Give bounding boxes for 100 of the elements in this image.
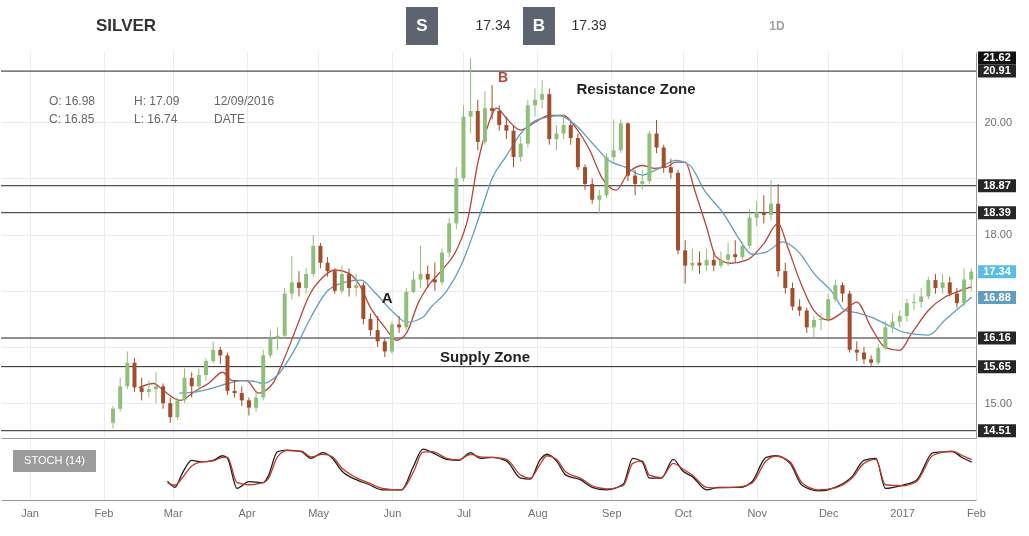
candlestick (919, 287, 924, 309)
chart-title: STOCH (14) (24, 454, 85, 466)
candlestick (883, 321, 888, 351)
candlestick (532, 88, 537, 118)
candlestick (697, 250, 702, 275)
annotation: 12/09/2016 (214, 94, 275, 108)
candlestick (268, 329, 273, 359)
annotation: Resistance Zone (576, 80, 696, 97)
candlestick (811, 315, 816, 340)
text: 17.34 (475, 17, 511, 33)
candlestick (504, 116, 509, 140)
candlestick (375, 315, 380, 348)
candlestick (125, 350, 130, 390)
candlestick (683, 239, 688, 284)
ref-line-label: 18.39 (983, 205, 1011, 218)
candlestick (718, 250, 723, 269)
candlestick (711, 250, 716, 272)
chart-title: SILVER (96, 16, 157, 35)
data-label: 16.88 (983, 290, 1011, 303)
candlestick (869, 354, 874, 368)
candlestick (854, 340, 859, 362)
x-tick-label: Sep (601, 506, 622, 519)
candlestick (497, 104, 502, 132)
candlestick (518, 135, 523, 163)
candlestick (139, 377, 144, 401)
candlestick (211, 341, 216, 365)
x-tick-label: Aug (528, 506, 548, 519)
x-tick-label: Jan (21, 506, 39, 519)
ref-line-label: 14.51 (983, 423, 1011, 436)
candlestick (425, 265, 430, 289)
candlestick (254, 391, 259, 413)
candlestick (468, 57, 473, 134)
ref-line-label: 16.16 (983, 330, 1011, 343)
candlestick (189, 371, 194, 399)
candlestick (411, 270, 416, 295)
candlestick (826, 293, 831, 323)
annotation: C: 16.85 (49, 112, 95, 126)
x-tick-label: 2017 (890, 506, 915, 519)
candlestick (726, 242, 731, 267)
candlestick (661, 144, 666, 174)
x-tick-label: Nov (747, 506, 768, 519)
candlestick (704, 248, 709, 272)
annotation: O: 16.98 (49, 94, 96, 108)
candlestick (239, 385, 244, 407)
candlestick (590, 177, 595, 205)
candlestick (969, 267, 974, 292)
y-tick-label: 18.00 (984, 228, 1013, 241)
x-tick-label: May (308, 506, 330, 519)
candlestick (640, 169, 645, 191)
candlestick (754, 200, 759, 227)
candlestick (347, 267, 352, 297)
candlestick (668, 158, 673, 179)
candlestick (540, 79, 545, 109)
candlestick (912, 293, 917, 311)
ref-line-label: 20.91 (983, 64, 1011, 77)
candlestick (940, 273, 945, 295)
candlestick (161, 383, 166, 410)
annotation: A (381, 289, 393, 307)
candlestick (962, 267, 967, 308)
candlestick (275, 326, 280, 351)
candlestick (196, 367, 201, 393)
x-tick-label: Dec (818, 506, 839, 519)
candlestick (890, 312, 895, 334)
text: 1D (769, 19, 785, 33)
candlestick (325, 256, 330, 278)
candlestick (318, 242, 323, 269)
candlestick (368, 312, 373, 337)
x-tick-label: Oct (674, 506, 692, 519)
candlestick (690, 248, 695, 272)
candlestick (246, 397, 251, 417)
text: B (532, 16, 546, 35)
candlestick (954, 287, 959, 309)
candlestick (783, 262, 788, 295)
x-tick-label: Mar (163, 506, 183, 519)
candlestick (790, 281, 795, 311)
candlestick (611, 118, 616, 163)
candlestick (947, 276, 952, 297)
text: 17.39 (571, 17, 607, 33)
candlestick (733, 239, 738, 264)
candlestick (761, 194, 766, 224)
candlestick (840, 281, 845, 303)
candlestick (111, 405, 116, 429)
candlestick (904, 298, 909, 323)
candlestick (804, 307, 809, 334)
text: 17.34 (983, 264, 1012, 277)
candlestick (633, 169, 638, 196)
candlestick (833, 279, 838, 303)
candlestick (768, 179, 773, 222)
text: S (416, 16, 428, 35)
annotation: B (497, 69, 509, 85)
candlestick (926, 276, 931, 300)
candlestick (339, 265, 344, 295)
candlestick (118, 377, 123, 413)
candlestick (354, 273, 359, 297)
candlestick (175, 397, 180, 421)
candlestick (561, 113, 566, 140)
y-tick-label: 20.00 (984, 115, 1013, 128)
annotation: Supply Zone (440, 348, 530, 365)
y-tick-label: 15.00 (984, 396, 1013, 409)
candlestick (182, 367, 187, 404)
